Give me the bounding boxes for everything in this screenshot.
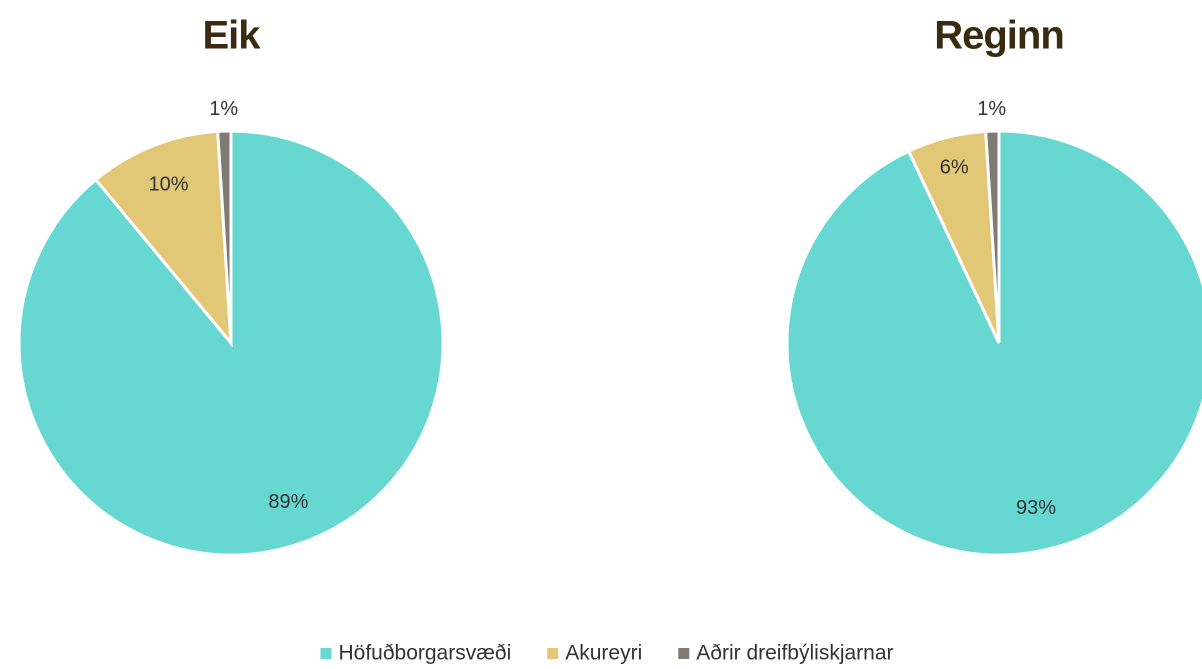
data-label: 1% [977, 98, 1006, 120]
legend: Höfuðborgarsvæði Akureyri Aðrir dreifbýlis… [320, 642, 894, 665]
pie-slice [93, 129, 233, 348]
chart-title: Reginn [934, 14, 1064, 58]
data-label: 89% [268, 491, 308, 513]
data-label: 93% [1016, 497, 1056, 519]
legend-swatch [678, 648, 690, 659]
chart-title: Eik [202, 14, 261, 58]
data-label: 10% [149, 174, 189, 196]
legend-swatch [320, 648, 332, 659]
legend-label: Höfuðborgarsvæði [338, 642, 511, 665]
data-label: 1% [209, 98, 238, 120]
legend-label: Akureyri [565, 642, 642, 665]
legend-label: Aðrir dreifbýliskjarnar [696, 642, 893, 665]
pie-slice [785, 129, 1202, 557]
legend-swatch [547, 648, 559, 659]
pie-slice [216, 129, 233, 344]
pie-slice [984, 129, 1001, 344]
data-label: 6% [940, 157, 969, 179]
